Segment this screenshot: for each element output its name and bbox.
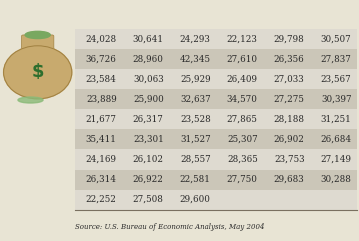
FancyBboxPatch shape — [75, 169, 357, 190]
Text: 24,293: 24,293 — [180, 34, 211, 43]
Text: 27,275: 27,275 — [274, 95, 304, 104]
Text: 27,750: 27,750 — [227, 175, 258, 184]
Text: 26,922: 26,922 — [133, 175, 164, 184]
Text: 25,307: 25,307 — [227, 135, 258, 144]
Text: 31,527: 31,527 — [180, 135, 211, 144]
Text: 27,865: 27,865 — [227, 115, 258, 124]
Text: 23,584: 23,584 — [86, 75, 117, 84]
Text: 28,188: 28,188 — [274, 115, 304, 124]
Text: 23,567: 23,567 — [321, 75, 351, 84]
Text: 22,581: 22,581 — [180, 175, 211, 184]
Text: 30,397: 30,397 — [321, 95, 351, 104]
Text: 27,837: 27,837 — [321, 54, 351, 64]
Ellipse shape — [25, 31, 50, 39]
FancyBboxPatch shape — [75, 109, 357, 129]
Text: 26,317: 26,317 — [133, 115, 164, 124]
FancyBboxPatch shape — [75, 69, 357, 89]
Text: 29,798: 29,798 — [274, 34, 304, 43]
Text: 30,507: 30,507 — [321, 34, 351, 43]
Text: 24,028: 24,028 — [85, 34, 117, 43]
Ellipse shape — [4, 46, 72, 99]
Ellipse shape — [18, 97, 43, 103]
FancyBboxPatch shape — [75, 89, 357, 109]
Text: 27,610: 27,610 — [227, 54, 258, 64]
Text: 30,641: 30,641 — [133, 34, 164, 43]
Text: 24,169: 24,169 — [86, 155, 117, 164]
FancyBboxPatch shape — [75, 129, 357, 149]
Text: 26,356: 26,356 — [274, 54, 304, 64]
Text: $: $ — [32, 63, 44, 81]
Text: 29,683: 29,683 — [274, 175, 304, 184]
Text: 23,753: 23,753 — [274, 155, 304, 164]
Text: 28,557: 28,557 — [180, 155, 211, 164]
FancyBboxPatch shape — [75, 49, 357, 69]
Text: 30,288: 30,288 — [321, 175, 351, 184]
Text: 26,102: 26,102 — [133, 155, 164, 164]
Text: 22,252: 22,252 — [86, 195, 117, 204]
Text: 34,570: 34,570 — [227, 95, 258, 104]
FancyBboxPatch shape — [75, 149, 357, 169]
Text: 26,684: 26,684 — [321, 135, 351, 144]
Text: 22,123: 22,123 — [227, 34, 258, 43]
Text: Source: U.S. Bureau of Economic Analysis, May 2004: Source: U.S. Bureau of Economic Analysis… — [75, 222, 265, 231]
Text: 42,345: 42,345 — [180, 54, 211, 64]
Text: 31,251: 31,251 — [321, 115, 351, 124]
Text: 23,301: 23,301 — [133, 135, 164, 144]
Text: 28,960: 28,960 — [133, 54, 164, 64]
Text: 26,409: 26,409 — [227, 75, 258, 84]
Text: 32,637: 32,637 — [180, 95, 211, 104]
Text: 27,149: 27,149 — [321, 155, 351, 164]
Text: 25,929: 25,929 — [180, 75, 211, 84]
Text: 30,063: 30,063 — [133, 75, 164, 84]
FancyBboxPatch shape — [75, 29, 357, 49]
FancyBboxPatch shape — [75, 190, 357, 210]
Text: 26,314: 26,314 — [86, 175, 117, 184]
Text: 27,033: 27,033 — [274, 75, 304, 84]
Text: 28,365: 28,365 — [227, 155, 258, 164]
Text: 36,726: 36,726 — [86, 54, 117, 64]
Text: 26,902: 26,902 — [274, 135, 304, 144]
FancyBboxPatch shape — [22, 35, 54, 49]
Text: 27,508: 27,508 — [133, 195, 164, 204]
Text: 21,677: 21,677 — [86, 115, 117, 124]
Text: 23,528: 23,528 — [180, 115, 211, 124]
Text: 35,411: 35,411 — [86, 135, 117, 144]
Text: 23,889: 23,889 — [86, 95, 117, 104]
Text: 25,900: 25,900 — [133, 95, 164, 104]
Text: 29,600: 29,600 — [180, 195, 211, 204]
